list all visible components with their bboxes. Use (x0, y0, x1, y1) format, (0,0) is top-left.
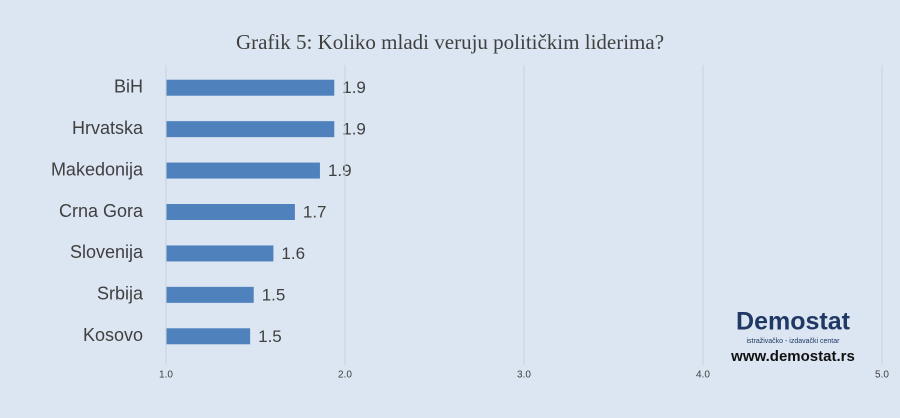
x-tick-label: 3.0 (517, 370, 531, 381)
logo-url: www.demostat.rs (730, 348, 855, 365)
y-tick-label: Srbija (97, 284, 144, 304)
bar (166, 121, 335, 138)
x-tick-label: 5.0 (875, 370, 889, 381)
x-tick-label: 1.0 (159, 370, 173, 381)
bar (166, 204, 295, 220)
bar (166, 286, 254, 303)
bar (166, 79, 335, 96)
bar (166, 328, 251, 345)
y-tick-label: Hrvatska (72, 118, 144, 138)
value-label: 1.9 (342, 78, 366, 97)
y-tick-label: Kosovo (83, 325, 143, 345)
value-label: 1.9 (342, 120, 366, 139)
y-tick-label: BiH (114, 76, 143, 96)
x-tick-label: 2.0 (338, 370, 352, 381)
value-label: 1.5 (262, 285, 286, 304)
y-tick-label: Slovenija (70, 242, 144, 262)
logo-name: Demostat (736, 308, 851, 336)
y-tick-label: Makedonija (51, 159, 144, 179)
chart-title: Grafik 5: Koliko mladi veruju političkim… (236, 30, 664, 54)
y-tick-label: Crna Gora (59, 201, 144, 221)
value-label: 1.6 (281, 244, 305, 263)
x-tick-label: 4.0 (696, 370, 710, 381)
logo-tagline: istraživačko - izdavački centar (747, 338, 841, 345)
value-label: 1.5 (258, 327, 282, 346)
value-label: 1.9 (328, 161, 352, 180)
bar (166, 162, 320, 179)
value-label: 1.7 (303, 202, 327, 221)
bar (166, 245, 274, 262)
